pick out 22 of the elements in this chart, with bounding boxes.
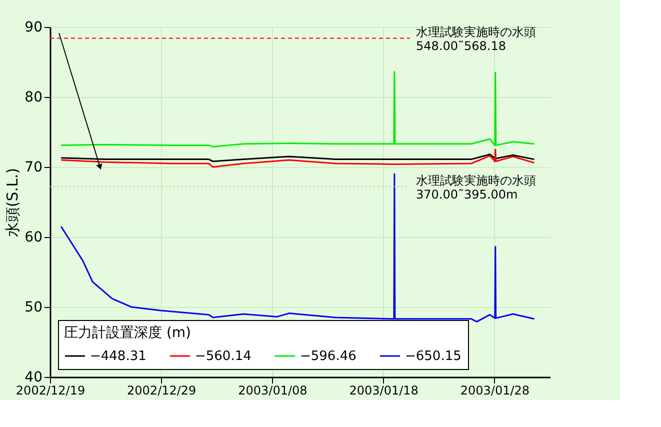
x-tick-label: 2003/01/18 — [349, 384, 418, 398]
legend-label: −448.31 — [90, 349, 146, 364]
line-series — [60, 148, 536, 168]
ref-line-label: 水理試験実施時の水頭 548.00˜568.18 — [416, 25, 536, 54]
x-tick-label: 2002/12/19 — [16, 384, 86, 398]
legend-label: −560.14 — [195, 349, 252, 364]
y-tick-label: 70 — [24, 160, 42, 176]
x-tick-label: 2003/01/08 — [238, 384, 308, 398]
line-series — [60, 71, 536, 148]
legend-title: 圧力計設置深度 (m) — [64, 325, 192, 341]
y-axis-title: 水頭(S.L.) — [4, 168, 22, 238]
legend-label: −596.46 — [300, 349, 356, 364]
y-tick-label: 50 — [24, 300, 42, 316]
x-tick-label: 2003/01/28 — [460, 384, 530, 398]
y-tick-label: 80 — [24, 90, 42, 106]
y-tick-label: 60 — [24, 230, 42, 246]
y-tick-label: 90 — [24, 20, 42, 36]
legend-label: −650.15 — [405, 349, 462, 364]
line-series — [60, 173, 536, 322]
x-tick-label: 2002/12/29 — [127, 384, 196, 398]
ref-line-label: 水理試験実施時の水頭 370.00˜395.00m — [416, 174, 536, 202]
y-tick-label: 40 — [24, 370, 42, 386]
